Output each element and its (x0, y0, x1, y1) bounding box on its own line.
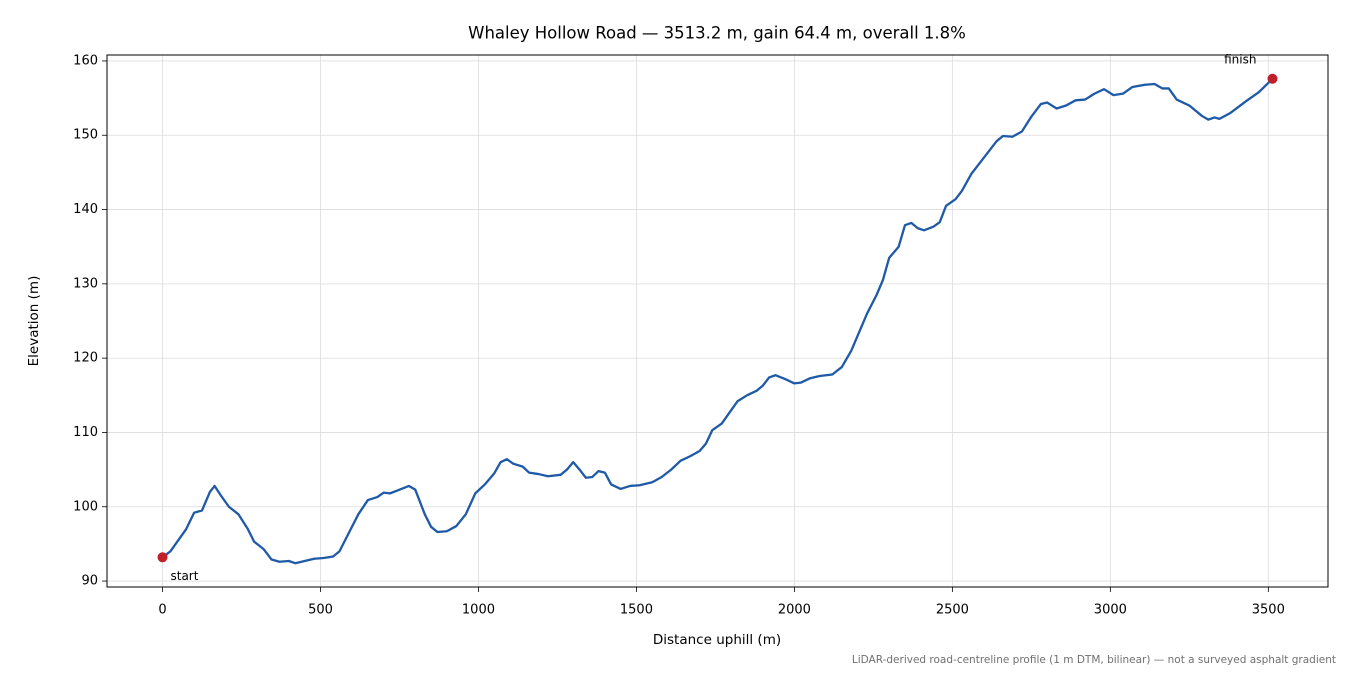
x-tick-label: 3000 (1094, 603, 1127, 618)
x-tick-label: 1500 (620, 603, 653, 618)
endpoint-marker (1267, 73, 1278, 84)
x-tick-label: 2500 (936, 603, 969, 618)
x-tick-label: 3500 (1252, 603, 1285, 618)
endpoint-label: start (171, 569, 199, 583)
endpoint-label: finish (1224, 52, 1256, 66)
y-tick-label: 140 (73, 202, 98, 217)
y-axis-label: Elevation (m) (26, 276, 42, 367)
y-tick-label: 90 (81, 574, 98, 589)
y-tick-label: 100 (73, 499, 98, 514)
y-tick-label: 120 (73, 351, 98, 366)
endpoint-marker (157, 552, 168, 563)
y-tick-label: 110 (73, 425, 98, 440)
chart-title: Whaley Hollow Road — 3513.2 m, gain 64.4… (468, 24, 966, 43)
y-tick-label: 160 (73, 53, 98, 68)
x-tick-label: 500 (308, 603, 333, 618)
x-axis-label: Distance uphill (m) (653, 632, 781, 648)
x-tick-label: 0 (158, 603, 166, 618)
plot-frame (106, 54, 1329, 588)
x-tick-label: 1000 (462, 603, 495, 618)
footnote: LiDAR-derived road-centreline profile (1… (852, 654, 1336, 666)
elevation-line (161, 77, 1274, 565)
y-tick-label: 130 (73, 276, 98, 291)
y-tick-label: 150 (73, 128, 98, 143)
x-tick-label: 2000 (778, 603, 811, 618)
